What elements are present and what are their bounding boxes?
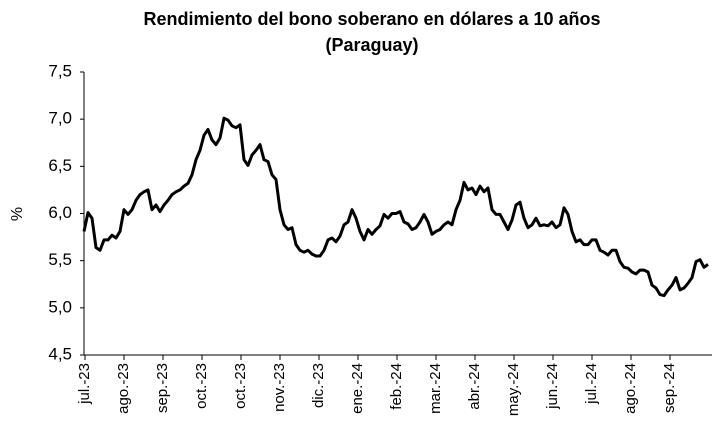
x-tick-label: ene.-24 [349, 363, 366, 414]
x-tick-label: sep.-24 [661, 363, 678, 413]
x-tick-label: ago.-24 [622, 363, 639, 414]
x-tick-label: sep.-23 [154, 363, 171, 413]
y-tick-label: 4,5 [48, 344, 72, 363]
x-tick-label: jun.-24 [544, 363, 561, 410]
y-tick-label: 7,0 [48, 109, 72, 128]
x-tick-label: mar.-24 [427, 363, 444, 414]
y-axis-label: % [9, 207, 26, 221]
x-tick-label: nov.-23 [271, 363, 288, 412]
x-tick-label: oct.-23 [193, 363, 210, 409]
x-tick-label: ago.-23 [115, 363, 132, 414]
x-tick-label: jul.-24 [583, 363, 600, 405]
x-tick-label: jul.-23 [76, 363, 93, 405]
x-tick-label: may.-24 [505, 363, 522, 416]
data-line [82, 116, 709, 298]
y-tick-label: 5,5 [48, 250, 72, 269]
y-tick-label: 6,5 [48, 156, 72, 175]
chart-subtitle: (Paraguay) [325, 35, 418, 55]
chart-title: Rendimiento del bono soberano en dólares… [143, 9, 600, 29]
x-tick-label: abr.-24 [466, 363, 483, 410]
y-tick-label: 5,0 [48, 297, 72, 316]
x-tick-label: feb.-24 [388, 363, 405, 410]
x-tick-label: dic.-23 [310, 363, 327, 408]
y-tick-label: 6,0 [48, 203, 72, 222]
y-tick-label: 7,5 [48, 61, 72, 80]
x-tick-label: oct.-23 [232, 363, 249, 409]
